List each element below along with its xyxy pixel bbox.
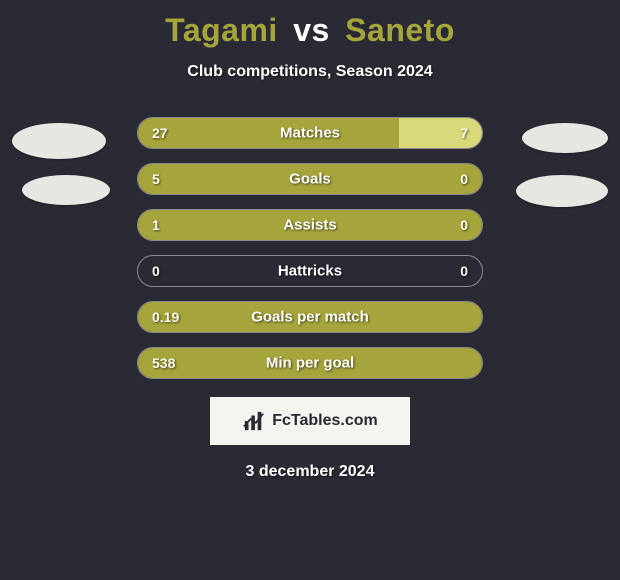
- bar-value-right: 7: [460, 125, 468, 141]
- bar-value-left: 5: [152, 171, 160, 187]
- bar-value-left: 0.19: [152, 309, 179, 325]
- bar-value-left: 1: [152, 217, 160, 233]
- player2-club-placeholder: [516, 175, 608, 207]
- bar-fill-right: [399, 118, 482, 148]
- watermark: FcTables.com: [210, 397, 410, 445]
- page-title: Tagami vs Saneto: [0, 0, 620, 49]
- bar-value-left: 0: [152, 263, 160, 279]
- bar-value-right: 0: [460, 171, 468, 187]
- bar-fill-left: [138, 210, 482, 240]
- bar-fill-left: [138, 348, 482, 378]
- stat-bar: 50Goals: [137, 163, 483, 195]
- player1-avatar-placeholder: [12, 123, 106, 159]
- bar-fill-left: [138, 118, 399, 148]
- stat-bar: 10Assists: [137, 209, 483, 241]
- comparison-bars: 277Matches50Goals10Assists00Hattricks0.1…: [137, 117, 483, 379]
- player1-name: Tagami: [165, 12, 278, 48]
- bar-fill-left: [138, 302, 482, 332]
- player2-avatar-placeholder: [522, 123, 608, 153]
- bar-fill-left: [138, 164, 482, 194]
- bar-value-left: 27: [152, 125, 168, 141]
- stat-bar: 538Min per goal: [137, 347, 483, 379]
- bar-value-right: 0: [460, 263, 468, 279]
- bar-label: Hattricks: [138, 263, 482, 280]
- chart-area: 277Matches50Goals10Assists00Hattricks0.1…: [0, 117, 620, 379]
- vs-label: vs: [293, 12, 330, 48]
- stat-bar: 277Matches: [137, 117, 483, 149]
- player2-name: Saneto: [345, 12, 455, 48]
- bar-value-left: 538: [152, 355, 175, 371]
- stat-bar: 0 0Hattricks: [137, 255, 483, 287]
- subtitle: Club competitions, Season 2024: [0, 63, 620, 81]
- player1-club-placeholder: [22, 175, 110, 205]
- date-label: 3 december 2024: [0, 463, 620, 481]
- comparison-card: Tagami vs Saneto Club competitions, Seas…: [0, 0, 620, 580]
- chart-icon: [242, 410, 266, 432]
- watermark-text: FcTables.com: [272, 412, 378, 430]
- stat-bar: 0.19Goals per match: [137, 301, 483, 333]
- bar-value-right: 0: [460, 217, 468, 233]
